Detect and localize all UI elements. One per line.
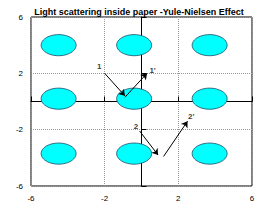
svg-text:Light scattering inside paper: Light scattering inside paper -Yule-Niel…	[34, 7, 244, 17]
svg-text:6: 6	[19, 13, 24, 22]
svg-text:-6: -6	[16, 182, 24, 191]
svg-text:2: 2	[134, 122, 139, 131]
svg-text:2: 2	[19, 69, 24, 78]
svg-text:2: 2	[176, 194, 181, 203]
svg-text:-6: -6	[27, 194, 35, 203]
svg-text:6: 6	[250, 194, 255, 203]
svg-text:-2: -2	[101, 194, 109, 203]
svg-text:1: 1	[97, 62, 102, 71]
svg-text:2': 2'	[188, 112, 194, 121]
svg-text:1': 1'	[149, 66, 155, 75]
svg-text:-2: -2	[16, 125, 24, 134]
